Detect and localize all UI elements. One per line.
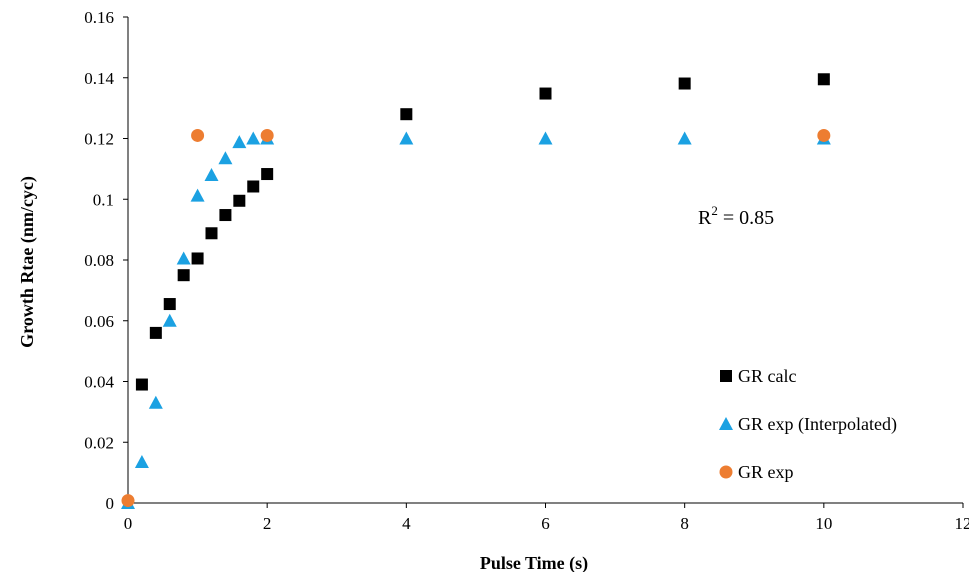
- x-tick-label: 12: [955, 514, 969, 533]
- triangle-point: [538, 131, 553, 145]
- triangle-point: [190, 188, 205, 202]
- square-point: [817, 73, 830, 86]
- triangle-point: [399, 131, 414, 145]
- series-0: [135, 73, 830, 391]
- y-tick-label: 0.12: [84, 130, 114, 149]
- x-tick-label: 10: [815, 514, 832, 533]
- axes: [123, 16, 964, 508]
- square-point: [247, 180, 260, 193]
- legend-label: GR calc: [738, 366, 796, 386]
- series-2: [121, 128, 831, 508]
- triangle-point: [677, 131, 692, 145]
- square-point: [177, 269, 190, 282]
- square-point: [163, 298, 176, 311]
- square-point: [678, 77, 691, 90]
- y-tick-label: 0.14: [84, 69, 114, 88]
- legend-label: GR exp: [738, 462, 794, 482]
- triangle-point: [204, 167, 219, 181]
- triangle-point: [148, 395, 163, 409]
- square-point: [205, 227, 218, 240]
- square-point: [135, 378, 148, 391]
- r-squared-annotation: R2 = 0.85: [698, 203, 774, 229]
- x-tick-label: 0: [124, 514, 133, 533]
- data-points: [121, 73, 831, 509]
- legend-marker-circle: [719, 465, 733, 479]
- y-tick-label: 0.06: [84, 312, 114, 331]
- square-point: [219, 209, 232, 222]
- x-tick-label: 4: [402, 514, 411, 533]
- triangle-point: [246, 131, 261, 145]
- y-tick-label: 0.04: [84, 373, 114, 392]
- x-tick-label: 6: [541, 514, 550, 533]
- x-axis-title: Pulse Time (s): [480, 553, 588, 572]
- triangle-point: [218, 151, 233, 165]
- circle-point: [817, 128, 831, 142]
- series-1: [121, 131, 831, 509]
- y-tick-label: 0.08: [84, 251, 114, 270]
- x-tick-label: 2: [263, 514, 272, 533]
- y-axis-title: Growth Rtae (nm/cyc): [17, 176, 38, 348]
- y-tick-label: 0.1: [93, 190, 114, 209]
- square-point: [149, 326, 162, 339]
- circle-point: [121, 494, 135, 508]
- square-point: [400, 108, 413, 121]
- tick-labels: 0 2 4 6 8 10 12 0 0.02 0.04 0.06 0.08 0.1 0.12 0.14 0.1…: [84, 8, 969, 533]
- square-point: [261, 168, 274, 181]
- legend-marker-square: [720, 370, 732, 382]
- r-squared-base: R: [698, 207, 712, 229]
- r-squared-rest: = 0.85: [718, 207, 774, 229]
- y-tick-label: 0.16: [84, 8, 114, 27]
- r-squared-sup: 2: [711, 203, 718, 218]
- square-point: [539, 87, 552, 100]
- triangle-point: [134, 454, 149, 468]
- square-point: [191, 252, 204, 265]
- triangle-point: [162, 313, 177, 327]
- legend-marker-triangle: [719, 417, 733, 430]
- triangle-point: [232, 135, 247, 149]
- y-tick-label: 0.02: [84, 433, 114, 452]
- y-tick-label: 0: [106, 494, 115, 513]
- square-point: [233, 194, 246, 207]
- legend-label: GR exp (Interpolated): [738, 414, 897, 435]
- legend: GR calc GR exp (Interpolated) GR exp: [719, 366, 897, 482]
- x-tick-label: 8: [680, 514, 689, 533]
- circle-point: [191, 128, 205, 142]
- circle-point: [260, 128, 274, 142]
- triangle-point: [176, 251, 191, 265]
